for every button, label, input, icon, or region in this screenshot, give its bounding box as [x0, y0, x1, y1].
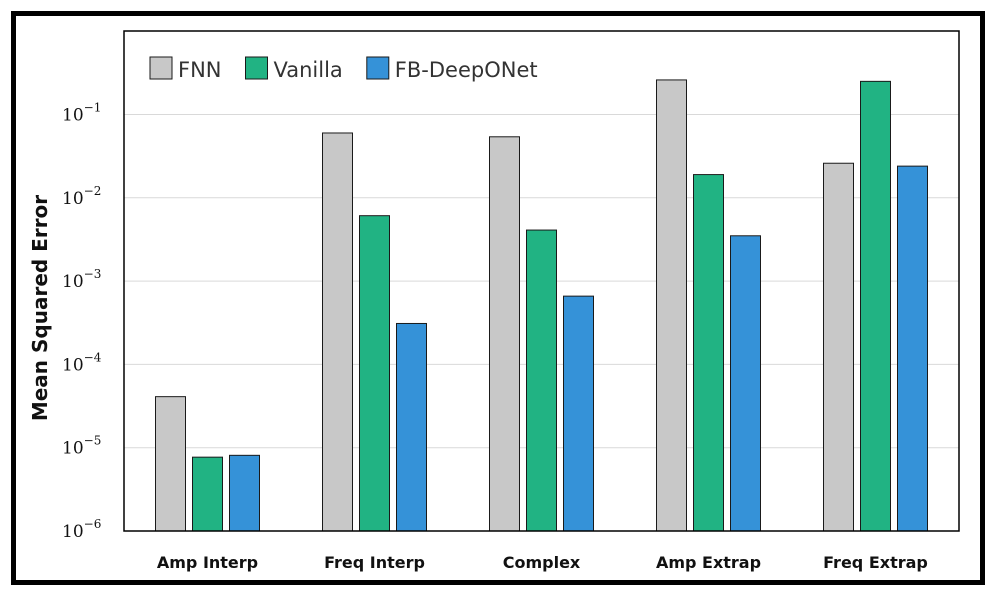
legend-entry: FB-DeepONet	[395, 58, 538, 82]
legend: FNN Vanilla FB-DeepONet	[149, 56, 538, 82]
bar-fb-deeponet	[730, 235, 761, 532]
bar-vanilla	[693, 174, 724, 532]
y-tick-labels: 10−6 10−5 10−4 10−3 10−2 10−1	[62, 101, 102, 543]
x-category-labels: Amp Interp Freq Interp Complex Amp Extrap Fr…	[157, 553, 928, 572]
bar-fnn	[656, 79, 687, 532]
y-axis-label: Mean Squared Error	[28, 195, 52, 421]
bar-vanilla	[860, 80, 891, 532]
y-tick-label: 10−3	[62, 267, 101, 292]
y-tick-label: 10−4	[62, 350, 102, 375]
bar-fnn	[823, 162, 854, 532]
bar-fnn	[489, 136, 520, 532]
bar-vanilla	[526, 229, 557, 532]
legend-swatch	[366, 56, 390, 80]
y-tick-label: 10−6	[62, 517, 101, 542]
x-category-label: Complex	[503, 553, 581, 572]
bar-fnn	[322, 132, 353, 532]
y-tick-label: 10−1	[62, 101, 101, 126]
x-category-label: Amp Extrap	[656, 553, 761, 572]
figure-frame	[11, 11, 985, 585]
bar-fb-deeponet	[563, 295, 594, 532]
y-tick-label: 10−5	[62, 434, 101, 459]
legend-swatch	[245, 56, 268, 80]
x-category-label: Freq Interp	[324, 553, 425, 572]
bar-fb-deeponet	[229, 454, 260, 532]
bars	[155, 79, 928, 532]
bar-fb-deeponet	[396, 322, 427, 532]
y-tick-label: 10−2	[62, 184, 101, 209]
bar-fnn	[155, 396, 186, 532]
x-category-label: Freq Extrap	[823, 553, 928, 572]
legend-entry: FNN	[178, 58, 222, 82]
legend-swatch	[149, 56, 173, 80]
legend-entry: Vanilla	[274, 58, 343, 82]
x-category-label: Amp Interp	[157, 553, 258, 572]
bar-fb-deeponet	[897, 165, 928, 532]
plot-area-border	[123, 30, 960, 532]
bar-vanilla	[359, 215, 390, 532]
bar-vanilla	[192, 456, 223, 532]
